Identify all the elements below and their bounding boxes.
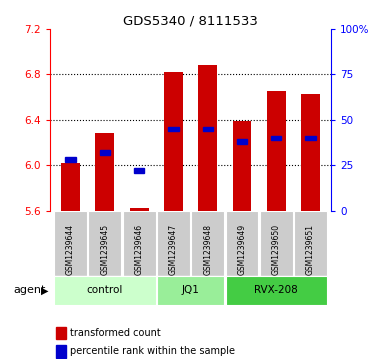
Text: ▶: ▶ [41,285,48,295]
Bar [61,163,80,211]
Bar [271,136,281,140]
Bar [56,327,65,339]
Bar [95,133,114,211]
Text: control: control [87,285,123,295]
Bar [294,211,327,276]
Bar [56,345,65,358]
Bar [54,276,156,305]
Text: agent: agent [14,285,46,295]
Bar [164,72,183,211]
Text: GSM1239649: GSM1239649 [238,224,246,274]
Bar [100,150,110,155]
Bar [226,276,327,305]
Bar [191,211,224,276]
Text: percentile rank within the sample: percentile rank within the sample [70,346,235,356]
Bar [168,127,179,131]
Bar [157,276,224,305]
Bar [54,211,87,276]
Bar [305,136,316,140]
Bar [130,208,149,211]
Text: GSM1239647: GSM1239647 [169,224,178,274]
Title: GDS5340 / 8111533: GDS5340 / 8111533 [123,15,258,28]
Bar [267,91,286,211]
Bar [65,158,76,162]
Bar [226,211,258,276]
Bar [134,168,144,173]
Text: GSM1239648: GSM1239648 [203,224,212,274]
Bar [203,127,213,131]
Bar [89,211,121,276]
Text: GSM1239651: GSM1239651 [306,224,315,274]
Text: GSM1239646: GSM1239646 [135,224,144,274]
Text: transformed count: transformed count [70,328,161,338]
Text: GSM1239644: GSM1239644 [66,224,75,274]
Bar [237,139,247,144]
Bar [301,94,320,211]
Bar [157,211,190,276]
Text: RVX-208: RVX-208 [254,285,298,295]
Text: JQ1: JQ1 [182,285,199,295]
Bar [123,211,156,276]
Bar [233,121,251,211]
Bar [198,65,217,211]
Text: GSM1239645: GSM1239645 [100,224,109,274]
Bar [260,211,293,276]
Text: GSM1239650: GSM1239650 [272,224,281,274]
